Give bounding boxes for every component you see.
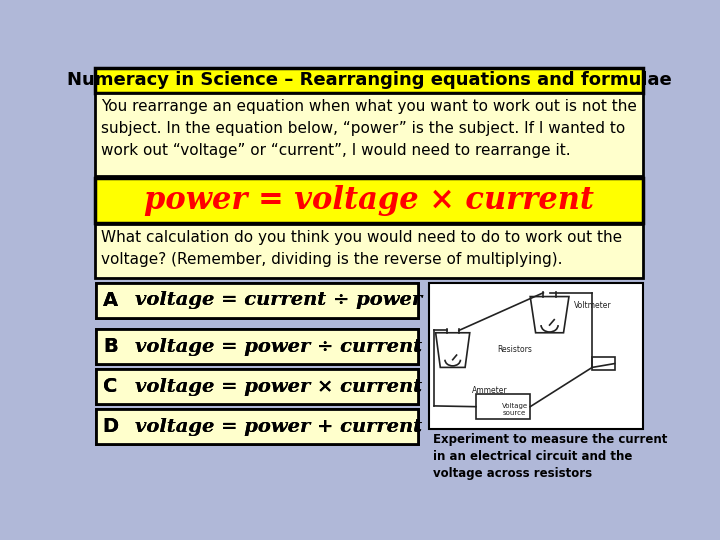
Text: voltage = power ÷ current: voltage = power ÷ current [135, 338, 422, 356]
Text: voltage = power × current: voltage = power × current [135, 377, 422, 396]
Text: Voltmeter: Voltmeter [575, 301, 612, 310]
Text: C: C [103, 377, 117, 396]
FancyBboxPatch shape [94, 178, 644, 222]
Text: What calculation do you think you would need to do to work out the
voltage? (Rem: What calculation do you think you would … [101, 231, 622, 267]
FancyBboxPatch shape [593, 357, 616, 370]
Text: Ammeter: Ammeter [472, 386, 508, 395]
Text: power = voltage × current: power = voltage × current [144, 185, 594, 216]
Text: voltage = power + current: voltage = power + current [135, 418, 422, 436]
Text: B: B [103, 337, 117, 356]
Text: Numeracy in Science – Rearranging equations and formulae: Numeracy in Science – Rearranging equati… [67, 71, 671, 89]
Text: B: B [103, 337, 117, 356]
Text: Experiment to measure the current
in an electrical circuit and the
voltage acros: Experiment to measure the current in an … [433, 433, 667, 480]
Text: D: D [102, 417, 118, 436]
Text: voltage = power + current: voltage = power + current [135, 418, 422, 436]
Text: C: C [103, 377, 117, 396]
FancyBboxPatch shape [96, 329, 418, 365]
FancyBboxPatch shape [96, 409, 418, 444]
Text: A: A [102, 291, 117, 310]
Text: voltage = power × current: voltage = power × current [135, 377, 422, 396]
Text: A: A [102, 291, 117, 310]
Text: voltage = current ÷ power: voltage = current ÷ power [135, 292, 422, 309]
Text: voltage = power ÷ current: voltage = power ÷ current [135, 338, 422, 356]
FancyBboxPatch shape [476, 394, 530, 419]
FancyBboxPatch shape [96, 369, 418, 404]
Text: voltage = current ÷ power: voltage = current ÷ power [135, 292, 422, 309]
FancyBboxPatch shape [96, 409, 418, 444]
Text: Resistors: Resistors [498, 345, 532, 354]
Text: D: D [102, 417, 118, 436]
FancyBboxPatch shape [96, 283, 418, 318]
Text: Voltage
source: Voltage source [502, 403, 528, 416]
FancyBboxPatch shape [96, 283, 418, 318]
FancyBboxPatch shape [429, 283, 644, 429]
FancyBboxPatch shape [94, 224, 644, 278]
FancyBboxPatch shape [96, 329, 418, 365]
FancyBboxPatch shape [96, 369, 418, 404]
Text: You rearrange an equation when what you want to work out is not the
subject. In : You rearrange an equation when what you … [101, 99, 636, 158]
FancyBboxPatch shape [94, 68, 644, 92]
FancyBboxPatch shape [94, 93, 644, 177]
